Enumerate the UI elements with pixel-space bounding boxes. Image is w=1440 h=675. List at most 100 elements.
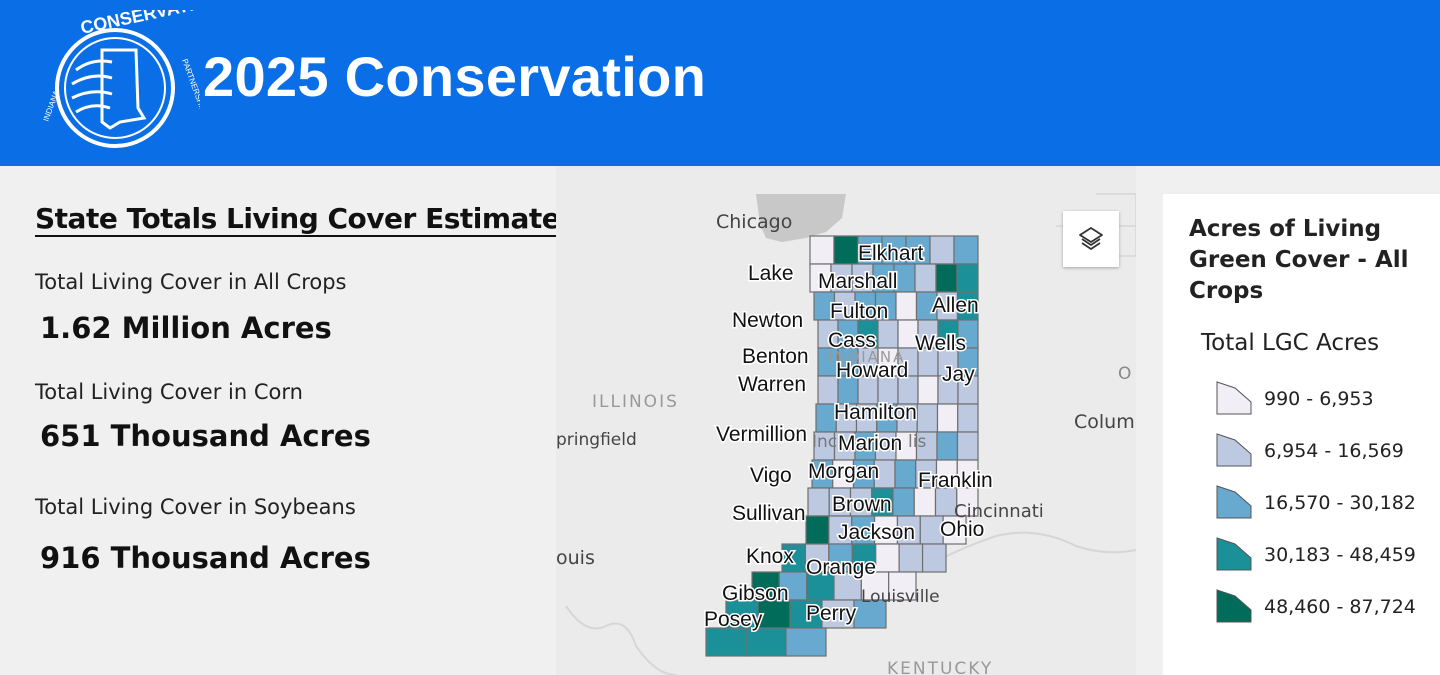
- county-polygon[interactable]: [807, 487, 830, 517]
- county-label: Howard: [836, 359, 908, 382]
- county-polygon[interactable]: [935, 263, 958, 293]
- county-polygon[interactable]: [751, 571, 780, 601]
- label-cincinnati: Cincinnati: [954, 501, 1044, 522]
- county-polygon[interactable]: [806, 571, 835, 601]
- layers-button[interactable]: [1063, 211, 1119, 267]
- label-indianapolis-b: lis: [908, 432, 926, 452]
- stats-heading: State Totals Living Cover Estimates: [35, 202, 585, 237]
- legend-label-1: 990 - 6,953: [1264, 388, 1374, 410]
- county-polygon[interactable]: [877, 319, 899, 349]
- county-polygon[interactable]: [725, 599, 759, 629]
- header-banner: CONSERVATION INDIANA PARTNERSHIP 2025 Co…: [0, 0, 1440, 166]
- county-polygon[interactable]: [833, 235, 859, 265]
- county-polygon[interactable]: [817, 375, 839, 405]
- county-choropleth[interactable]: [705, 235, 979, 657]
- county-polygon[interactable]: [898, 543, 924, 573]
- county-polygon[interactable]: [894, 459, 917, 489]
- legend-swatch-3: [1216, 485, 1252, 519]
- label-st-louis: ouis: [556, 547, 595, 569]
- county-polygon[interactable]: [895, 291, 918, 321]
- page-title: 2025 Conservation: [203, 45, 707, 108]
- legend-swatch-1: [1216, 381, 1252, 415]
- county-polygon[interactable]: [805, 515, 830, 545]
- map-view[interactable]: Chicago ILLINOIS pringfield ouis Colum O…: [556, 166, 1136, 675]
- legend-title: Acres of Living Green Cover - All Crops: [1189, 216, 1409, 304]
- county-polygon[interactable]: [833, 571, 862, 601]
- county-label: Elkhart: [858, 242, 924, 265]
- conservation-partnership-logo: CONSERVATION INDIANA PARTNERSHIP: [41, 10, 200, 148]
- stat-label-soybeans: Total Living Cover in Soybeans: [35, 495, 356, 519]
- county-label: Benton: [742, 345, 809, 368]
- county-label: Hamilton: [834, 401, 917, 424]
- county-label: Brown: [832, 493, 892, 516]
- label-o: O: [1118, 364, 1131, 384]
- county-polygon[interactable]: [942, 515, 967, 545]
- county-polygon[interactable]: [956, 263, 979, 293]
- county-polygon[interactable]: [892, 487, 915, 517]
- lake-michigan: [756, 194, 846, 242]
- county-label: Allen: [932, 294, 979, 317]
- map-canvas[interactable]: Chicago ILLINOIS pringfield ouis Colum O…: [556, 166, 1136, 675]
- county-polygon[interactable]: [853, 599, 887, 629]
- river: [565, 605, 677, 675]
- layers-icon: [1079, 227, 1103, 250]
- label-illinois: ILLINOIS: [592, 392, 679, 412]
- county-label: Gibson: [722, 582, 789, 605]
- county-label: Vermillion: [716, 423, 807, 446]
- county-polygon[interactable]: [809, 235, 835, 265]
- county-polygon[interactable]: [888, 571, 917, 601]
- county-polygon[interactable]: [917, 375, 939, 405]
- stat-label-corn: Total Living Cover in Corn: [35, 380, 303, 404]
- label-louisville: Louisville: [861, 587, 940, 607]
- county-polygon[interactable]: [914, 263, 937, 293]
- county-label: Sullivan: [732, 502, 806, 525]
- legend-label-5: 48,460 - 87,724: [1264, 596, 1416, 618]
- county-polygon[interactable]: [705, 627, 747, 657]
- county-polygon[interactable]: [956, 487, 979, 517]
- county-polygon[interactable]: [957, 403, 979, 433]
- county-label: Franklin: [918, 469, 993, 492]
- county-polygon[interactable]: [921, 543, 947, 573]
- legend-label-3: 16,570 - 30,182: [1264, 492, 1416, 514]
- county-label: Vigo: [750, 464, 792, 487]
- county-polygon[interactable]: [875, 543, 900, 573]
- legend-swatch-4: [1216, 537, 1252, 571]
- legend-label-4: 30,183 - 48,459: [1264, 544, 1416, 566]
- stat-value-soybeans: 916 Thousand Acres: [40, 541, 371, 575]
- county-polygon[interactable]: [916, 403, 939, 433]
- label-indianapolis-a: Inc: [812, 432, 837, 452]
- county-polygon[interactable]: [821, 599, 855, 629]
- label-chicago: Chicago: [716, 211, 792, 233]
- county-polygon[interactable]: [956, 431, 979, 461]
- county-polygon[interactable]: [953, 235, 979, 265]
- county-label: Warren: [738, 373, 806, 396]
- county-label: Posey: [704, 608, 763, 631]
- county-label: Orange: [806, 556, 876, 579]
- county-polygon[interactable]: [936, 431, 959, 461]
- state-border: [1096, 193, 1136, 257]
- county-label: Newton: [732, 309, 803, 332]
- logo-text-right: PARTNERSHIP: [180, 58, 200, 114]
- stat-label-all-crops: Total Living Cover in All Crops: [35, 270, 347, 294]
- county-polygon[interactable]: [913, 487, 937, 517]
- stat-value-all-crops: 1.62 Million Acres: [40, 311, 332, 345]
- county-label: Marshall: [818, 270, 897, 293]
- county-polygon[interactable]: [785, 627, 827, 657]
- stats-panel: State Totals Living Cover Estimates Tota…: [0, 166, 585, 675]
- stat-value-corn: 651 Thousand Acres: [40, 419, 371, 453]
- county-label: Jackson: [838, 521, 915, 544]
- county-polygon[interactable]: [778, 571, 808, 601]
- county-polygon[interactable]: [929, 235, 955, 265]
- county-label: Wells: [915, 332, 966, 355]
- county-label: Lake: [748, 262, 794, 285]
- legend-swatch-2: [1216, 433, 1252, 467]
- county-polygon[interactable]: [936, 403, 959, 433]
- county-label: Cass: [828, 329, 876, 352]
- label-springfield: pringfield: [556, 430, 637, 450]
- county-label: Fulton: [830, 300, 888, 323]
- county-polygon[interactable]: [745, 627, 787, 657]
- map-labels: Chicago ILLINOIS pringfield ouis Colum O…: [556, 211, 1135, 675]
- county-label: Ohio: [940, 518, 984, 541]
- legend-swatch-5: [1216, 589, 1252, 623]
- legend-subtitle: Total LGC Acres: [1201, 330, 1380, 356]
